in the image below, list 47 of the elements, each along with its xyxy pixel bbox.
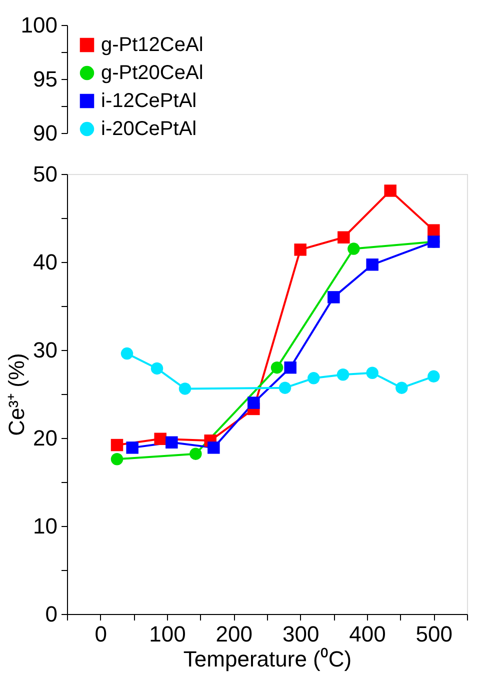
point <box>150 362 164 375</box>
point <box>396 382 408 394</box>
point <box>366 366 378 379</box>
x-tick-label: 300 <box>282 622 320 646</box>
x-tick-label: 400 <box>349 622 386 646</box>
y-tick-label: 30 <box>33 338 58 362</box>
point <box>428 224 440 236</box>
point <box>166 436 178 449</box>
y-axis-title: Ce³⁺ (%) <box>4 353 30 436</box>
point <box>178 382 192 395</box>
text: 90 <box>33 120 58 146</box>
legend-label: i-20CePtAl <box>101 118 197 140</box>
point <box>110 453 124 466</box>
legend-label: g-Pt20CeAl <box>101 62 204 84</box>
y-tick-label: 10 <box>33 514 58 538</box>
point <box>308 372 320 384</box>
x-axis-title: Temperature (⁰C) <box>183 646 352 672</box>
point <box>154 432 166 446</box>
point <box>208 442 220 454</box>
point <box>366 258 378 271</box>
point <box>248 396 260 409</box>
y-tick-label: 0 <box>45 602 58 626</box>
point <box>328 291 340 304</box>
x-tick-label: 200 <box>216 622 253 646</box>
point <box>336 368 350 381</box>
x-tick-label: 500 <box>416 622 453 646</box>
point <box>120 347 134 360</box>
point <box>270 361 284 374</box>
point <box>428 370 440 383</box>
legend-label: i-12CePtAl <box>101 90 197 112</box>
y-tick-label: 20 <box>33 426 58 450</box>
x-tick-label: 0 <box>94 622 107 646</box>
point <box>338 231 350 244</box>
x-tick-label: 100 <box>149 622 186 646</box>
point <box>284 361 296 374</box>
point <box>384 184 396 197</box>
point <box>126 442 138 454</box>
text: 100 <box>20 12 58 38</box>
y-tick-label: 50 <box>33 162 58 186</box>
point <box>190 448 202 460</box>
y-tick-label: 40 <box>33 250 58 274</box>
text: 95 <box>33 66 58 92</box>
point <box>294 244 306 256</box>
point <box>348 242 360 255</box>
legend-label: g-Pt12CeAl <box>101 34 204 56</box>
point <box>110 438 124 452</box>
point <box>278 382 292 394</box>
